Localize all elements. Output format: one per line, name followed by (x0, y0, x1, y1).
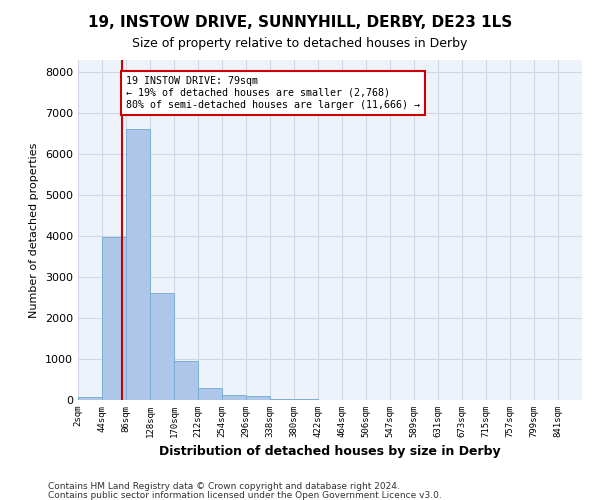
Bar (198, 388, 222, 400)
Bar (246, 396, 270, 400)
Bar (174, 361, 198, 400)
Y-axis label: Number of detached properties: Number of detached properties (29, 142, 40, 318)
Bar (270, 399, 294, 400)
Text: Contains HM Land Registry data © Crown copyright and database right 2024.: Contains HM Land Registry data © Crown c… (48, 482, 400, 491)
Bar (126, 129, 150, 400)
Text: 19, INSTOW DRIVE, SUNNYHILL, DERBY, DE23 1LS: 19, INSTOW DRIVE, SUNNYHILL, DERBY, DE23… (88, 15, 512, 30)
Bar (102, 237, 126, 400)
Bar (222, 394, 246, 400)
Bar (78, 396, 102, 400)
Text: 19 INSTOW DRIVE: 79sqm
← 19% of detached houses are smaller (2,768)
80% of semi-: 19 INSTOW DRIVE: 79sqm ← 19% of detached… (126, 76, 420, 110)
X-axis label: Distribution of detached houses by size in Derby: Distribution of detached houses by size … (159, 446, 501, 458)
Text: Contains public sector information licensed under the Open Government Licence v3: Contains public sector information licen… (48, 490, 442, 500)
Bar (150, 294, 174, 400)
Text: Size of property relative to detached houses in Derby: Size of property relative to detached ho… (133, 38, 467, 51)
